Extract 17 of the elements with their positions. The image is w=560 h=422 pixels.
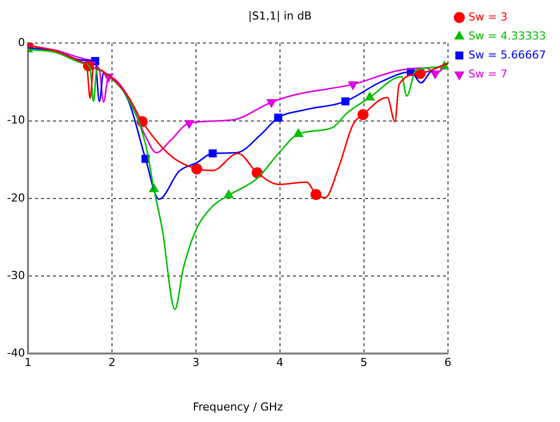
x-tick-label: 6	[444, 356, 452, 370]
x-tick-label: 3	[192, 356, 200, 370]
x-tick-label: 2	[108, 356, 116, 370]
y-tick-label: -20	[7, 191, 25, 204]
x-tick-label: 1	[24, 356, 32, 370]
y-tick-label: -30	[7, 268, 25, 282]
legend-label: Sw = 7	[468, 67, 508, 80]
legend-label: Sw = 5.66667	[468, 48, 546, 62]
x-tick-label: 4	[276, 356, 284, 370]
legend-label: Sw = 3	[468, 10, 508, 24]
legend-label: Sw = 4.33333	[468, 29, 546, 42]
y-tick-label: 0	[18, 36, 25, 50]
x-tick-label: 5	[360, 356, 368, 370]
chart-title: |S1,1| in dB	[248, 9, 312, 22]
y-tick-label: -10	[7, 114, 25, 127]
y-tick-label: -40	[7, 346, 25, 360]
x-axis-title: Frequency / GHz	[192, 400, 284, 414]
